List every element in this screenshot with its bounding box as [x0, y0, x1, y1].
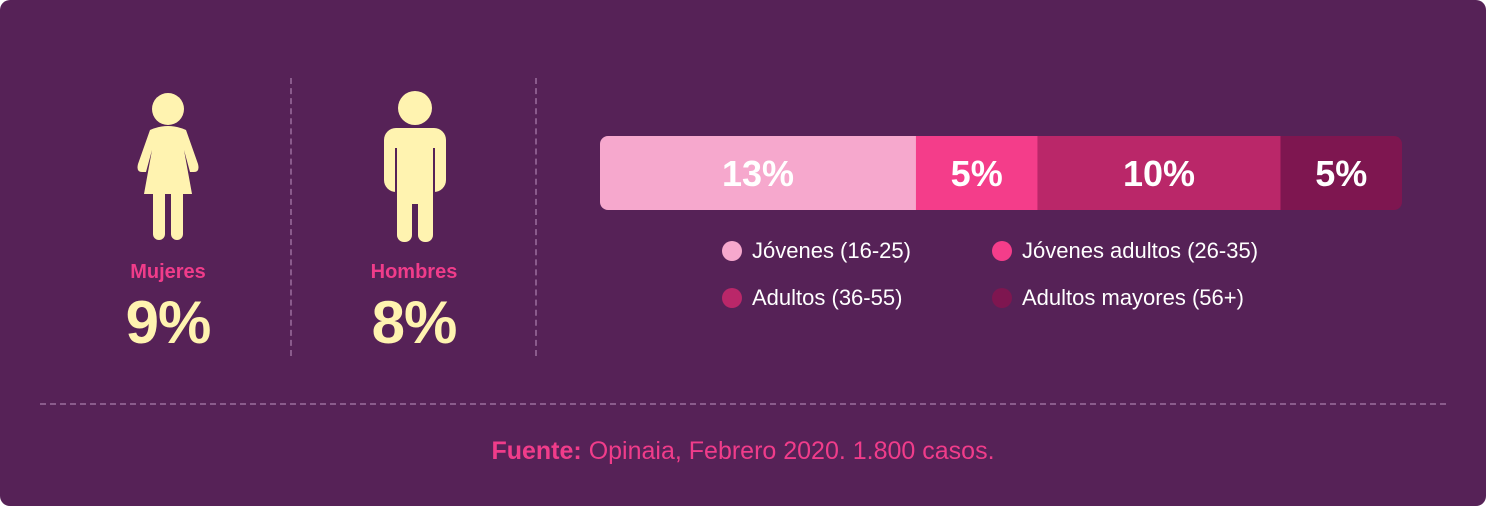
age-stacked-bar: 13% 5% 10% 5% [600, 136, 1402, 210]
source-text: Opinaia, Febrero 2020. 1.800 casos. [588, 437, 995, 465]
woman-icon [134, 92, 202, 242]
source-note: Fuente: Opinaia, Febrero 2020. 1.800 cas… [0, 437, 1486, 466]
legend-dot [992, 241, 1012, 261]
divider-vertical-2 [535, 78, 537, 356]
source-label: Fuente: [491, 437, 582, 465]
legend-label: Jóvenes (16-25) [752, 238, 911, 263]
bar-segment [915, 136, 1038, 210]
legend-item: Adultos mayores (56+) [992, 285, 1244, 311]
bar-data-label: 5% [951, 153, 1003, 194]
legend-item: Adultos (36-55) [722, 285, 902, 311]
men-value: 8% [371, 289, 458, 356]
legend-item: Jóvenes adultos (26-35) [992, 238, 1258, 264]
bar-data-label: 10% [1123, 153, 1195, 194]
man-icon [384, 90, 446, 242]
legend-label: Adultos (36-55) [752, 285, 903, 310]
men-label: Hombres [370, 261, 458, 283]
legend-label: Adultos mayores (56+) [1022, 285, 1244, 310]
divider-horizontal [40, 403, 1446, 405]
women-value: 9% [125, 289, 212, 356]
bar-data-label: 5% [1315, 153, 1367, 194]
legend-dot [722, 241, 742, 261]
legend-dot [722, 288, 742, 308]
legend-dot [992, 288, 1012, 308]
bar-segment [600, 136, 917, 210]
divider-vertical-1 [290, 78, 292, 356]
legend-item: Jóvenes (16-25) [722, 238, 911, 264]
bar-segment [1037, 136, 1281, 210]
bar-data-label: 13% [722, 153, 794, 194]
bar-segment [1280, 136, 1402, 210]
women-label: Mujeres [130, 261, 206, 283]
legend-label: Jóvenes adultos (26-35) [1022, 238, 1259, 263]
